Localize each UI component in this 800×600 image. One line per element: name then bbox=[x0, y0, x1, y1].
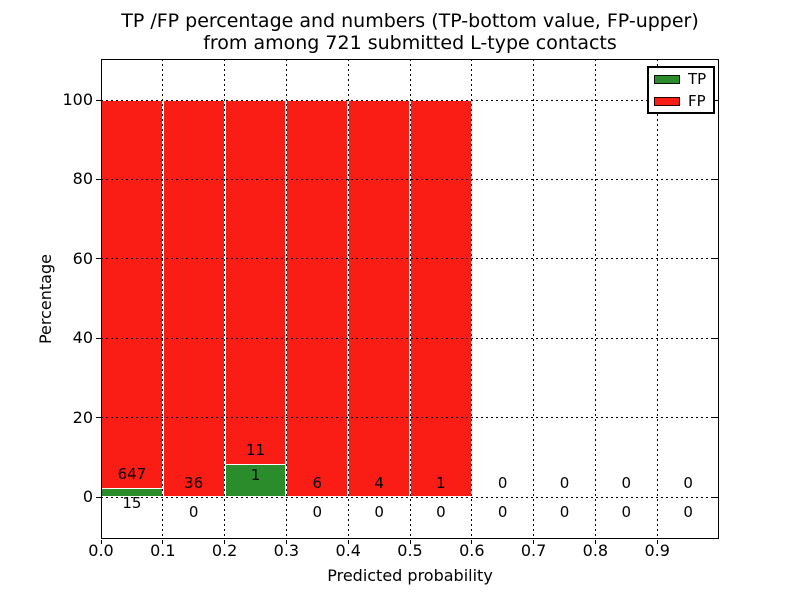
x-tick bbox=[656, 540, 658, 544]
tp-count-label: 0 bbox=[621, 503, 632, 522]
legend-fp-label: FP bbox=[688, 91, 706, 110]
fp-count-label: 647 bbox=[117, 465, 147, 484]
y-tick-right bbox=[712, 337, 718, 339]
fp-count-label: 11 bbox=[245, 441, 266, 460]
y-tick bbox=[96, 417, 101, 419]
x-tick-label: 0.1 bbox=[150, 541, 176, 560]
x-tick-label: 0.4 bbox=[335, 541, 361, 560]
legend-tp-swatch bbox=[654, 74, 680, 84]
bar-fp-segment bbox=[162, 100, 225, 497]
legend-tp-label: TP bbox=[688, 69, 707, 88]
fp-count-label: 0 bbox=[621, 474, 632, 493]
y-tick-right bbox=[712, 417, 718, 419]
tp-count-label: 1 bbox=[250, 466, 261, 485]
x-tick bbox=[533, 540, 535, 544]
chart-title: TP /FP percentage and numbers (TP-bottom… bbox=[20, 10, 800, 54]
fp-count-label: 1 bbox=[436, 474, 446, 493]
x-tick-label: 0.0 bbox=[88, 541, 114, 560]
y-tick bbox=[96, 496, 101, 498]
fp-count-label: 0 bbox=[683, 474, 693, 493]
y-tick-label: 100 bbox=[62, 90, 93, 109]
fp-count-label: 6 bbox=[312, 474, 323, 493]
bar-fp-segment bbox=[286, 100, 349, 497]
x-tick-label: 0.8 bbox=[582, 541, 609, 560]
x-tick-label: 0.5 bbox=[397, 541, 423, 560]
y-tick-label: 80 bbox=[72, 169, 93, 189]
x-tick-label: 0.2 bbox=[211, 541, 238, 560]
chart-title-line2: from among 721 submitted L-type contacts bbox=[203, 32, 617, 54]
bar-fp-segment bbox=[224, 100, 287, 497]
y-tick-label: 40 bbox=[72, 328, 93, 348]
x-tick bbox=[224, 540, 226, 544]
y-tick-label: 20 bbox=[72, 407, 93, 427]
grid-line-x bbox=[594, 59, 596, 539]
tp-count-label: 0 bbox=[497, 503, 508, 522]
x-tick bbox=[285, 540, 287, 544]
x-tick bbox=[100, 540, 102, 544]
bar-fp-segment bbox=[101, 100, 163, 497]
tp-count-label: 0 bbox=[188, 503, 199, 522]
y-tick-label: 60 bbox=[72, 248, 93, 268]
y-tick bbox=[96, 99, 101, 101]
fp-count-label: 4 bbox=[374, 474, 384, 493]
x-tick-label: 0.6 bbox=[459, 541, 485, 560]
fp-count-label: 36 bbox=[184, 474, 204, 493]
legend-fp-swatch bbox=[654, 96, 680, 106]
y-tick-right bbox=[712, 496, 718, 498]
x-tick bbox=[347, 540, 349, 544]
bar-fp-segment bbox=[348, 100, 410, 497]
tp-count-label: 0 bbox=[374, 503, 384, 522]
x-tick bbox=[409, 540, 411, 544]
tp-count-label: 0 bbox=[559, 503, 570, 522]
grid-line-x bbox=[656, 59, 658, 539]
x-tick bbox=[594, 540, 596, 544]
y-tick-right bbox=[712, 178, 718, 180]
tp-count-label: 0 bbox=[436, 503, 446, 522]
x-tick-label: 0.7 bbox=[520, 541, 547, 560]
chart-title-line1: TP /FP percentage and numbers (TP-bottom… bbox=[121, 10, 699, 32]
bar-tp-segment bbox=[224, 463, 287, 497]
x-tick bbox=[162, 540, 164, 544]
y-tick bbox=[96, 258, 101, 260]
bar-fp-segment bbox=[410, 100, 472, 497]
legend-entry-fp: FP bbox=[649, 90, 713, 112]
x-axis-label: Predicted probability bbox=[327, 566, 493, 585]
legend-entry-tp: TP bbox=[649, 68, 713, 90]
legend-box: TP FP bbox=[647, 66, 715, 114]
x-tick-label: 0.3 bbox=[273, 541, 300, 560]
y-tick-right bbox=[712, 99, 718, 101]
y-tick-right bbox=[712, 258, 718, 260]
y-axis-label: Percentage bbox=[36, 254, 55, 345]
y-tick bbox=[96, 337, 101, 339]
tp-count-label: 0 bbox=[312, 503, 323, 522]
grid-line-x bbox=[533, 59, 535, 539]
y-tick-label: 0 bbox=[82, 487, 93, 506]
x-tick bbox=[471, 540, 473, 544]
x-tick-label: 0.9 bbox=[644, 541, 670, 560]
fp-count-label: 0 bbox=[497, 474, 508, 493]
y-tick bbox=[96, 178, 101, 180]
tp-count-label: 15 bbox=[122, 493, 142, 512]
tp-count-label: 0 bbox=[683, 503, 693, 522]
fp-count-label: 0 bbox=[559, 474, 570, 493]
